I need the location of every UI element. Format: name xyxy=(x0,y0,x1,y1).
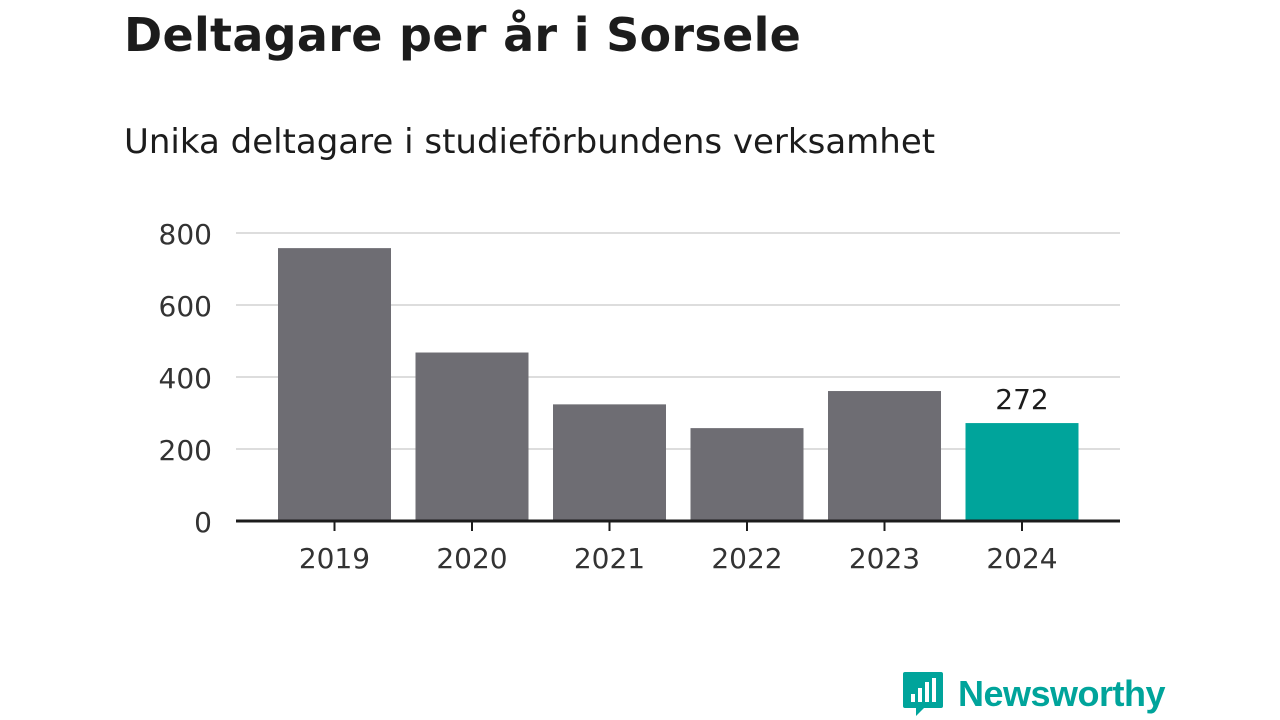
bar xyxy=(553,404,666,521)
x-tick-label: 2021 xyxy=(574,542,645,575)
x-tick-label: 2023 xyxy=(849,542,920,575)
data-label: 272 xyxy=(995,383,1048,416)
chart-title: Deltagare per år i Sorsele xyxy=(124,8,802,62)
bar xyxy=(965,423,1079,521)
newsworthy-logo: Newsworthy xyxy=(902,670,1166,718)
y-tick-label: 600 xyxy=(159,290,212,323)
x-tick-label: 2020 xyxy=(436,542,507,575)
newsworthy-logo-icon xyxy=(903,672,943,716)
bar xyxy=(278,248,391,521)
x-tick-label: 2022 xyxy=(711,542,782,575)
y-tick-label: 200 xyxy=(159,434,212,467)
chart-subtitle: Unika deltagare i studieförbundens verks… xyxy=(124,122,936,162)
bar xyxy=(415,352,529,521)
bar xyxy=(690,428,804,521)
y-tick-label: 800 xyxy=(159,218,212,251)
bar xyxy=(828,391,941,521)
x-tick-label: 2019 xyxy=(299,542,370,575)
x-tick-label: 2024 xyxy=(986,542,1057,575)
brand-name: Newsworthy xyxy=(958,673,1166,714)
y-tick-label: 400 xyxy=(159,362,212,395)
y-tick-label: 0 xyxy=(194,506,212,539)
